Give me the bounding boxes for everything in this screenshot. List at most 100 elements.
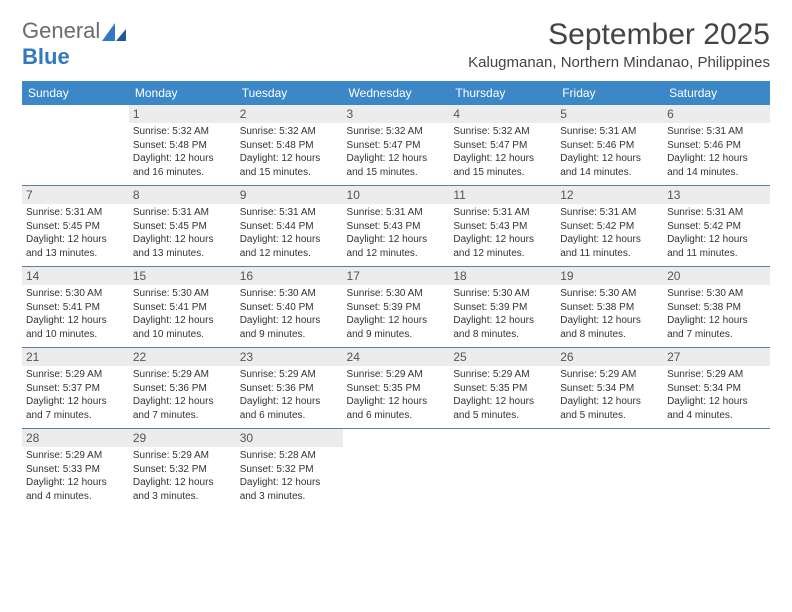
calendar-day-cell: 10Sunrise: 5:31 AMSunset: 5:43 PMDayligh…	[343, 186, 450, 267]
day-number: 26	[556, 348, 663, 366]
sunrise-text: Sunrise: 5:31 AM	[560, 125, 659, 139]
calendar-week-row: 7Sunrise: 5:31 AMSunset: 5:45 PMDaylight…	[22, 186, 770, 267]
day-number: 18	[449, 267, 556, 285]
daylight-text: Daylight: 12 hours and 7 minutes.	[133, 395, 232, 422]
sunset-text: Sunset: 5:42 PM	[560, 220, 659, 234]
sunset-text: Sunset: 5:36 PM	[133, 382, 232, 396]
calendar-day-cell: 17 Sunrise: 5:30 AMSunset: 5:39 PMDayligh…	[343, 267, 450, 348]
calendar-day-cell	[663, 429, 770, 510]
calendar-day-cell: 5Sunrise: 5:31 AMSunset: 5:46 PMDaylight…	[556, 105, 663, 186]
sunrise-text: Sunrise: 5:31 AM	[347, 206, 446, 220]
daylight-text: Daylight: 12 hours and 12 minutes.	[347, 233, 446, 260]
day-details: Sunrise: 5:32 AMSunset: 5:48 PMDaylight:…	[240, 125, 339, 179]
calendar-table: Sunday Monday Tuesday Wednesday Thursday…	[22, 81, 770, 509]
sunrise-text: Sunrise: 5:29 AM	[667, 368, 766, 382]
day-header-row: Sunday Monday Tuesday Wednesday Thursday…	[22, 81, 770, 105]
sunrise-text: Sunrise: 5:29 AM	[240, 368, 339, 382]
day-number: 17	[343, 267, 450, 285]
day-number: 22	[129, 348, 236, 366]
day-number: 3	[343, 105, 450, 123]
sunset-text: Sunset: 5:33 PM	[26, 463, 125, 477]
title-block: September 2025 Kalugmanan, Northern Mind…	[468, 18, 770, 71]
sunset-text: Sunset: 5:39 PM	[347, 301, 446, 315]
day-details: Sunrise: 5:30 AMSunset: 5:38 PMDaylight:…	[560, 287, 659, 341]
daylight-text: Daylight: 12 hours and 16 minutes.	[133, 152, 232, 179]
sunset-text: Sunset: 5:44 PM	[240, 220, 339, 234]
day-details: Sunrise: 5:29 AMSunset: 5:34 PMDaylight:…	[560, 368, 659, 422]
calendar-day-cell: 4Sunrise: 5:32 AMSunset: 5:47 PMDaylight…	[449, 105, 556, 186]
day-details: Sunrise: 5:31 AMSunset: 5:46 PMDaylight:…	[560, 125, 659, 179]
sunset-text: Sunset: 5:41 PM	[133, 301, 232, 315]
sunrise-text: Sunrise: 5:29 AM	[347, 368, 446, 382]
day-details: Sunrise: 5:32 AMSunset: 5:48 PMDaylight:…	[133, 125, 232, 179]
location-subtitle: Kalugmanan, Northern Mindanao, Philippin…	[468, 54, 770, 71]
calendar-week-row: 21Sunrise: 5:29 AMSunset: 5:37 PMDayligh…	[22, 348, 770, 429]
calendar-day-cell	[22, 105, 129, 186]
daylight-text: Daylight: 12 hours and 12 minutes.	[240, 233, 339, 260]
day-details: Sunrise: 5:29 AMSunset: 5:36 PMDaylight:…	[133, 368, 232, 422]
sunset-text: Sunset: 5:47 PM	[453, 139, 552, 153]
sunset-text: Sunset: 5:45 PM	[26, 220, 125, 234]
sunrise-text: Sunrise: 5:32 AM	[453, 125, 552, 139]
calendar-week-row: 1Sunrise: 5:32 AMSunset: 5:48 PMDaylight…	[22, 105, 770, 186]
page-header: General Blue September 2025 Kalugmanan, …	[22, 18, 770, 71]
calendar-day-cell: 2 Sunrise: 5:32 AMSunset: 5:48 PMDaylight…	[236, 105, 343, 186]
sunrise-text: Sunrise: 5:30 AM	[667, 287, 766, 301]
logo-text-general: General	[22, 18, 100, 43]
day-number: 27	[663, 348, 770, 366]
calendar-day-cell: 9 Sunrise: 5:31 AMSunset: 5:44 PMDaylight…	[236, 186, 343, 267]
daylight-text: Daylight: 12 hours and 12 minutes.	[453, 233, 552, 260]
sunrise-text: Sunrise: 5:32 AM	[133, 125, 232, 139]
day-number: 6	[663, 105, 770, 123]
day-number: 14	[22, 267, 129, 285]
day-header-fri: Friday	[556, 81, 663, 105]
calendar-day-cell: 30Sunrise: 5:28 AMSunset: 5:32 PMDayligh…	[236, 429, 343, 510]
day-number: 2	[236, 105, 343, 123]
daylight-text: Daylight: 12 hours and 13 minutes.	[133, 233, 232, 260]
logo-text-blue: Blue	[22, 44, 70, 69]
calendar-day-cell	[449, 429, 556, 510]
sunrise-text: Sunrise: 5:29 AM	[133, 368, 232, 382]
day-details: Sunrise: 5:31 AMSunset: 5:45 PMDaylight:…	[26, 206, 125, 260]
daylight-text: Daylight: 12 hours and 5 minutes.	[560, 395, 659, 422]
day-details: Sunrise: 5:29 AMSunset: 5:32 PMDaylight:…	[133, 449, 232, 503]
day-number: 25	[449, 348, 556, 366]
day-number: 28	[22, 429, 129, 447]
daylight-text: Daylight: 12 hours and 14 minutes.	[560, 152, 659, 179]
day-details: Sunrise: 5:29 AMSunset: 5:36 PMDaylight:…	[240, 368, 339, 422]
day-details: Sunrise: 5:29 AMSunset: 5:34 PMDaylight:…	[667, 368, 766, 422]
sunrise-text: Sunrise: 5:29 AM	[453, 368, 552, 382]
sunrise-text: Sunrise: 5:29 AM	[560, 368, 659, 382]
month-title: September 2025	[468, 18, 770, 52]
day-details: Sunrise: 5:31 AMSunset: 5:45 PMDaylight:…	[133, 206, 232, 260]
sunset-text: Sunset: 5:38 PM	[560, 301, 659, 315]
sunrise-text: Sunrise: 5:31 AM	[560, 206, 659, 220]
calendar-day-cell: 19 Sunrise: 5:30 AMSunset: 5:38 PMDayligh…	[556, 267, 663, 348]
sunset-text: Sunset: 5:32 PM	[133, 463, 232, 477]
sunset-text: Sunset: 5:36 PM	[240, 382, 339, 396]
sunset-text: Sunset: 5:43 PM	[347, 220, 446, 234]
day-number: 9	[236, 186, 343, 204]
day-number: 11	[449, 186, 556, 204]
sunset-text: Sunset: 5:38 PM	[667, 301, 766, 315]
day-details: Sunrise: 5:31 AMSunset: 5:44 PMDaylight:…	[240, 206, 339, 260]
day-number: 30	[236, 429, 343, 447]
day-details: Sunrise: 5:31 AMSunset: 5:42 PMDaylight:…	[560, 206, 659, 260]
calendar-day-cell: 3Sunrise: 5:32 AMSunset: 5:47 PMDaylight…	[343, 105, 450, 186]
daylight-text: Daylight: 12 hours and 8 minutes.	[453, 314, 552, 341]
sunset-text: Sunset: 5:48 PM	[133, 139, 232, 153]
calendar-week-row: 28Sunrise: 5:29 AMSunset: 5:33 PMDayligh…	[22, 429, 770, 510]
daylight-text: Daylight: 12 hours and 4 minutes.	[26, 476, 125, 503]
daylight-text: Daylight: 12 hours and 6 minutes.	[240, 395, 339, 422]
calendar-day-cell: 14Sunrise: 5:30 AMSunset: 5:41 PMDayligh…	[22, 267, 129, 348]
sunset-text: Sunset: 5:42 PM	[667, 220, 766, 234]
sunrise-text: Sunrise: 5:30 AM	[347, 287, 446, 301]
day-number: 13	[663, 186, 770, 204]
calendar-day-cell: 28Sunrise: 5:29 AMSunset: 5:33 PMDayligh…	[22, 429, 129, 510]
day-number: 19	[556, 267, 663, 285]
calendar-day-cell: 25Sunrise: 5:29 AMSunset: 5:35 PMDayligh…	[449, 348, 556, 429]
daylight-text: Daylight: 12 hours and 9 minutes.	[347, 314, 446, 341]
sunrise-text: Sunrise: 5:30 AM	[560, 287, 659, 301]
sunset-text: Sunset: 5:46 PM	[560, 139, 659, 153]
day-header-thu: Thursday	[449, 81, 556, 105]
